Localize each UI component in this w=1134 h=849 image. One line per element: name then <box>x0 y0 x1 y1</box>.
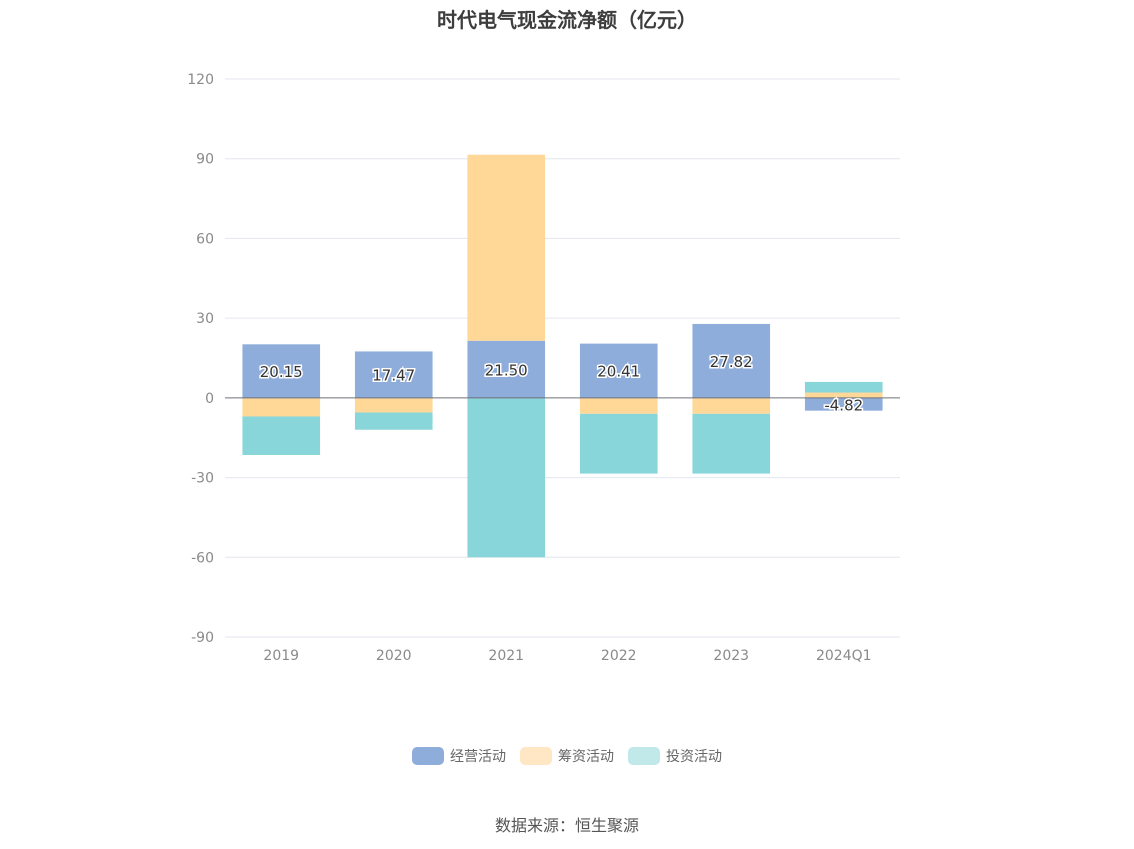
legend-swatch-operating <box>412 747 444 765</box>
bar-segment <box>242 397 321 417</box>
legend-swatch-financing <box>520 747 552 765</box>
grid-lines <box>225 78 900 638</box>
bar-segment <box>804 397 883 411</box>
data-label: 20.15 <box>260 363 303 381</box>
bar-segment <box>354 351 433 398</box>
bar-segment <box>692 397 771 414</box>
y-tick-label: -30 <box>191 471 214 487</box>
bar-segment <box>692 413 771 474</box>
bar-segment <box>579 343 658 398</box>
legend-item-investing[interactable]: 投资活动 <box>628 746 722 766</box>
bar-segment <box>242 416 321 455</box>
bar-segment <box>804 392 883 398</box>
data-label: 20.41 <box>597 363 640 381</box>
x-tick-label: 2021 <box>488 648 524 664</box>
y-tick-label: 90 <box>196 152 214 168</box>
bar-segment <box>692 323 771 398</box>
bar-segment <box>579 413 658 474</box>
data-label: 21.50 <box>485 361 528 379</box>
y-tick-label: -90 <box>191 630 214 646</box>
legend-item-operating[interactable]: 经营活动 <box>412 746 506 766</box>
bar-segment <box>467 397 546 558</box>
data-label: 27.82 <box>710 353 753 371</box>
data-labels: 20.15 17.47 21.50 20.41 27.82 -4.82 <box>258 351 864 415</box>
data-label: -4.82 <box>824 396 863 414</box>
x-tick-label: 2023 <box>713 648 749 664</box>
y-tick-label: 30 <box>196 311 214 327</box>
legend-item-financing[interactable]: 筹资活动 <box>520 746 614 766</box>
y-tick-label: 120 <box>187 72 214 88</box>
legend-label-financing: 筹资活动 <box>558 749 614 765</box>
source-note: 数据来源：恒生聚源 <box>494 816 639 835</box>
y-tick-label: 60 <box>196 231 214 247</box>
bar-segment <box>354 412 433 430</box>
x-tick-label: 2022 <box>601 648 637 664</box>
x-tick-label: 2019 <box>263 648 299 664</box>
x-tick-label: 2024Q1 <box>816 648 872 664</box>
bar-segment <box>242 344 321 398</box>
legend-label-operating: 经营活动 <box>450 749 506 765</box>
x-tick-label: 2020 <box>376 648 412 664</box>
data-label: 17.47 <box>372 367 415 385</box>
legend: 经营活动 筹资活动 投资活动 <box>0 746 1134 766</box>
bar-segment <box>467 154 546 341</box>
bar-segment <box>579 397 658 414</box>
legend-swatch-investing <box>628 747 660 765</box>
bar-segment <box>467 340 546 398</box>
legend-label-investing: 投资活动 <box>666 749 722 765</box>
axis-tick-labels: 120 90 60 30 0 -30 -60 -90 2019 2020 2021 2022 2023 2… <box>187 72 871 664</box>
y-tick-label: 0 <box>205 391 214 407</box>
bar-segment <box>354 397 433 413</box>
bar-series <box>242 154 883 558</box>
bar-segment <box>804 381 883 393</box>
chart-title: 时代电气现金流净额（亿元） <box>437 8 697 32</box>
y-tick-label: -60 <box>191 550 214 566</box>
